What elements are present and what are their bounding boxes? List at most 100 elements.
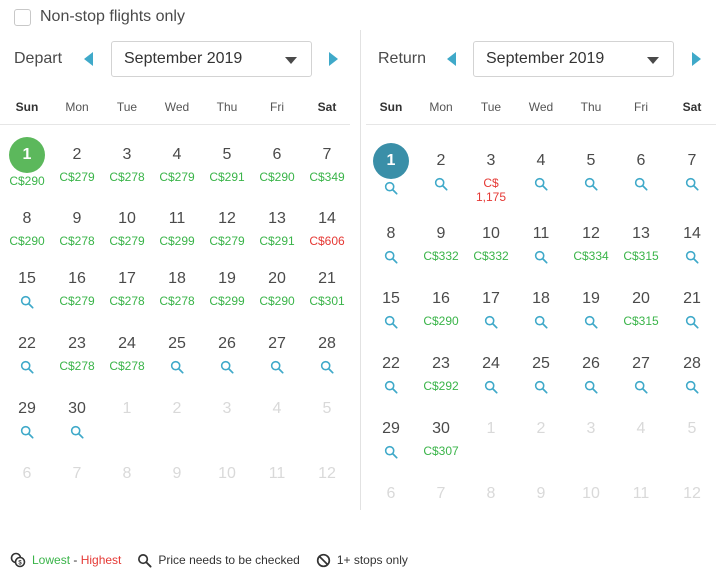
return-day-cell[interactable]: 7 bbox=[667, 147, 717, 191]
return-day-cell[interactable]: 12 C$334 bbox=[566, 220, 616, 263]
depart-calendar: Depart September 2019 Sun Mon Tue Wed Thu Fri… bbox=[0, 40, 350, 510]
return-next-month-icon[interactable] bbox=[692, 52, 701, 66]
return-day-cell[interactable]: 18 bbox=[516, 285, 566, 329]
return-day-cell[interactable]: 14 bbox=[667, 220, 717, 264]
depart-day-cell[interactable]: 28 bbox=[302, 330, 352, 374]
return-day-cell[interactable]: 25 bbox=[516, 350, 566, 394]
depart-day-cell[interactable]: 7 C$349 bbox=[302, 141, 352, 184]
depart-day-cell[interactable]: 12 C$279 bbox=[202, 205, 252, 248]
return-day-cell[interactable]: 29 bbox=[366, 415, 416, 459]
depart-day-cell[interactable]: 1 C$290 bbox=[2, 137, 52, 188]
depart-day-cell[interactable]: 10 C$279 bbox=[102, 205, 152, 248]
depart-day-cell[interactable]: 21 C$301 bbox=[302, 265, 352, 308]
search-icon bbox=[534, 250, 548, 264]
day-number: 7 bbox=[436, 485, 446, 502]
return-day-cell[interactable]: 17 bbox=[466, 285, 516, 329]
day-price: C$ bbox=[483, 176, 499, 190]
depart-day-cell[interactable]: 14 C$606 bbox=[302, 205, 352, 248]
day-number: 28 bbox=[683, 355, 701, 372]
depart-day-cell[interactable]: 30 bbox=[52, 395, 102, 439]
return-day-cell[interactable]: 1 bbox=[366, 143, 416, 195]
depart-day-cell[interactable]: 9 C$278 bbox=[52, 205, 102, 248]
return-day-cell[interactable]: 24 bbox=[466, 350, 516, 394]
day-price: C$278 bbox=[159, 294, 195, 308]
return-day-cell[interactable]: 22 bbox=[366, 350, 416, 394]
legend-stops: 1+ stops only bbox=[316, 553, 408, 568]
return-day-cell[interactable]: 8 bbox=[366, 220, 416, 264]
depart-day-cell[interactable]: 2 C$279 bbox=[52, 141, 102, 184]
day-number: 14 bbox=[318, 210, 336, 227]
weekday-thu: Thu bbox=[216, 100, 238, 114]
return-day-cell[interactable]: 20 C$315 bbox=[616, 285, 666, 328]
return-day-cell[interactable]: 9 C$332 bbox=[416, 220, 466, 263]
return-day-cell[interactable]: 13 C$315 bbox=[616, 220, 666, 263]
depart-day-cell[interactable]: 22 bbox=[2, 330, 52, 374]
return-day-cell[interactable]: 3 C$ 1,175 bbox=[466, 147, 516, 204]
return-day-cell[interactable]: 19 bbox=[566, 285, 616, 329]
depart-day-cell[interactable]: 18 C$278 bbox=[152, 265, 202, 308]
legend: $ Lowest - Highest Price needs to be che… bbox=[10, 552, 424, 568]
day-price: C$332 bbox=[473, 249, 509, 263]
return-day-cell[interactable]: 2 bbox=[416, 147, 466, 191]
day-number: 11 bbox=[168, 210, 186, 227]
return-day-cell[interactable]: 6 bbox=[616, 147, 666, 191]
depart-day-cell[interactable]: 8 C$290 bbox=[2, 205, 52, 248]
search-icon bbox=[584, 177, 598, 191]
day-number: 9 bbox=[536, 485, 546, 502]
return-day-cell[interactable]: 5 bbox=[566, 147, 616, 191]
depart-day-cell[interactable]: 13 C$291 bbox=[252, 205, 302, 248]
return-day-cell[interactable]: 27 bbox=[616, 350, 666, 394]
depart-day-cell[interactable]: 29 bbox=[2, 395, 52, 439]
weekday-fri: Fri bbox=[634, 100, 648, 114]
return-header: Return September 2019 bbox=[366, 40, 716, 78]
depart-day-cell[interactable]: 20 C$290 bbox=[252, 265, 302, 308]
return-day-cell[interactable]: 26 bbox=[566, 350, 616, 394]
day-price: C$315 bbox=[623, 249, 659, 263]
return-day-cell: 10 bbox=[566, 480, 616, 508]
depart-month-select[interactable]: September 2019 bbox=[111, 41, 312, 77]
nonstop-toggle[interactable]: Non-stop flights only bbox=[14, 8, 185, 26]
return-day-cell[interactable]: 16 C$290 bbox=[416, 285, 466, 328]
depart-day-cell[interactable]: 23 C$278 bbox=[52, 330, 102, 373]
depart-label: Depart bbox=[14, 50, 63, 67]
day-number: 22 bbox=[18, 335, 36, 352]
return-day-cell[interactable]: 30 C$307 bbox=[416, 415, 466, 458]
depart-day-cell[interactable]: 27 bbox=[252, 330, 302, 374]
return-day-cell[interactable]: 11 bbox=[516, 220, 566, 264]
return-month-select[interactable]: September 2019 bbox=[473, 41, 674, 77]
return-weekday-row: Sun Mon Tue Wed Thu Fri Sat bbox=[366, 100, 716, 114]
day-number: 26 bbox=[218, 335, 236, 352]
depart-day-cell[interactable]: 17 C$278 bbox=[102, 265, 152, 308]
day-number: 11 bbox=[268, 465, 286, 482]
return-day-cell[interactable]: 21 bbox=[667, 285, 717, 329]
nonstop-checkbox[interactable] bbox=[14, 8, 31, 26]
day-number: 13 bbox=[268, 210, 286, 227]
return-day-cell[interactable]: 4 bbox=[516, 147, 566, 191]
day-number: 12 bbox=[218, 210, 236, 227]
return-prev-month-icon[interactable] bbox=[447, 52, 456, 66]
depart-day-cell[interactable]: 25 bbox=[152, 330, 202, 374]
return-day-cell[interactable]: 28 bbox=[667, 350, 717, 394]
depart-day-cell[interactable]: 26 bbox=[202, 330, 252, 374]
return-day-cell[interactable]: 15 bbox=[366, 285, 416, 329]
day-number: 7 bbox=[72, 465, 82, 482]
depart-day-cell[interactable]: 5 C$291 bbox=[202, 141, 252, 184]
depart-day-cell[interactable]: 16 C$279 bbox=[52, 265, 102, 308]
return-day-cell[interactable]: 23 C$292 bbox=[416, 350, 466, 393]
day-number: 4 bbox=[636, 420, 646, 437]
depart-day-cell[interactable]: 4 C$279 bbox=[152, 141, 202, 184]
day-number: 9 bbox=[436, 225, 446, 242]
day-number: 21 bbox=[318, 270, 336, 287]
day-number: 10 bbox=[118, 210, 136, 227]
depart-day-cell[interactable]: 15 bbox=[2, 265, 52, 309]
day-price: C$290 bbox=[259, 294, 295, 308]
depart-day-cell[interactable]: 24 C$278 bbox=[102, 330, 152, 373]
depart-day-cell[interactable]: 19 C$299 bbox=[202, 265, 252, 308]
depart-prev-month-icon[interactable] bbox=[84, 52, 93, 66]
depart-next-month-icon[interactable] bbox=[329, 52, 338, 66]
return-day-cell[interactable]: 10 C$332 bbox=[466, 220, 516, 263]
depart-day-cell[interactable]: 11 C$299 bbox=[152, 205, 202, 248]
depart-day-cell[interactable]: 6 C$290 bbox=[252, 141, 302, 184]
depart-day-cell[interactable]: 3 C$278 bbox=[102, 141, 152, 184]
weekday-sat: Sat bbox=[682, 100, 702, 114]
